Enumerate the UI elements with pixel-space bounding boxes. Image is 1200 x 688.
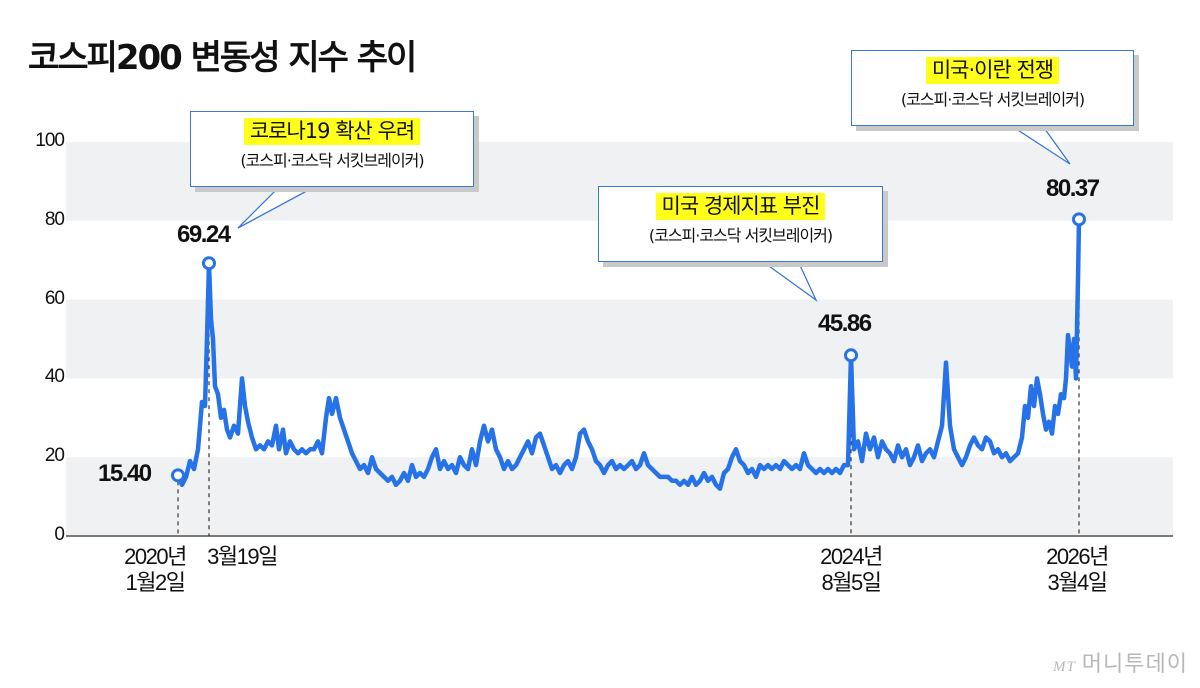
value-label-2026-peak: 80.37 <box>1046 175 1100 202</box>
x-label-2020-01-02: 2020년 1월2일 <box>124 544 187 595</box>
grid-band <box>66 299 1173 379</box>
callout-us-economy: 미국 경제지표 부진 (코스피·코스닥 서킷브레이커) <box>598 186 883 262</box>
mt-mark: MT <box>1052 659 1076 675</box>
grid-band <box>66 457 1173 536</box>
y-tick-label: 0 <box>54 524 65 545</box>
y-tick-label: 60 <box>44 287 65 309</box>
peak-marker <box>171 468 185 483</box>
value-label-start: 15.40 <box>98 460 152 487</box>
x-label-2020-03-19: 3월19일 <box>207 544 278 569</box>
vkospi-line <box>175 217 1082 491</box>
moneytoday-logo: MT 머니투데이 <box>1053 646 1188 678</box>
y-tick-label: 40 <box>44 366 65 388</box>
callout-covid: 코로나19 확산 우려 (코스피·코스닥 서킷브레이커) <box>190 111 474 187</box>
x-label-2026-03-04: 2026년 3월4일 <box>1046 544 1109 595</box>
grid-band <box>66 378 1173 458</box>
callout-us-iran-war: 미국·이란 전쟁 (코스피·코스닥 서킷브레이커) <box>851 50 1134 126</box>
peak-marker <box>1072 212 1086 227</box>
brand-name: 머니투데이 <box>1081 652 1188 677</box>
peak-marker <box>202 256 216 271</box>
peak-marker <box>844 348 858 363</box>
y-tick-label: 100 <box>35 130 65 151</box>
y-tick-label: 80 <box>44 208 65 230</box>
y-tick-label: 20 <box>44 445 65 467</box>
value-label-2024-peak: 45.86 <box>818 310 872 337</box>
highlight-markers <box>171 212 1086 483</box>
x-label-2024-08-05: 2024년 8월5일 <box>820 544 883 595</box>
chart-title: 코스피200 변동성 지수 추이 <box>28 38 417 78</box>
value-label-covid-peak: 69.24 <box>177 221 231 248</box>
